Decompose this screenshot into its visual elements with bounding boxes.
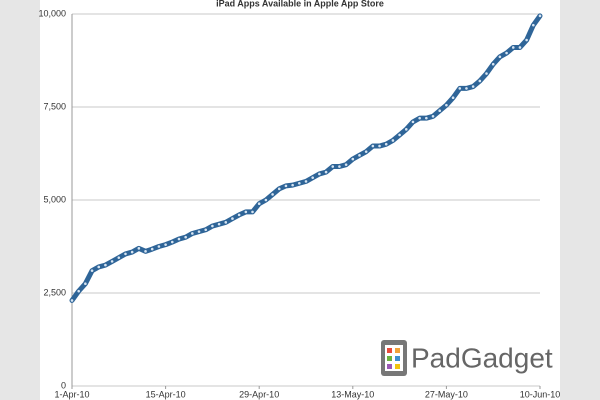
point [318,172,321,176]
point [204,228,208,232]
point [511,46,515,49]
point [411,120,415,124]
point [224,221,228,224]
point [304,180,308,183]
point [391,139,395,142]
point [525,38,528,42]
point [485,72,488,75]
point [384,142,388,146]
x-tick-label: 29-Apr-10 [239,389,279,399]
chart-title: iPad Apps Available in Apple App Store [216,0,384,8]
point [157,245,161,248]
x-tick-label: 13-May-10 [331,389,374,399]
point [84,282,87,286]
point [418,116,421,120]
point [351,157,355,161]
point [331,165,335,168]
x-tick-label: 27-May-10 [425,389,468,399]
point [217,222,221,226]
point [364,150,368,153]
point [451,96,455,99]
point [124,252,127,256]
point [371,144,375,148]
point [458,87,462,90]
y-tick-label: 5,000 [43,194,66,204]
point [150,247,154,251]
point [471,85,475,88]
watermark: PadGadget [411,342,553,373]
x-tick-label: 1-Apr-10 [54,389,89,399]
point [77,289,80,293]
point [130,250,134,254]
point [164,243,167,246]
y-tick-label: 0 [61,380,66,390]
point [338,165,341,168]
point [291,183,294,187]
point [311,176,314,179]
point [237,213,241,217]
y-tick-label: 7,500 [43,101,66,111]
point [284,184,288,188]
point [251,210,254,214]
x-tick-label: 10-Jun-10 [520,389,561,399]
point [491,62,495,66]
point [505,51,508,55]
point [298,181,301,185]
point [197,230,201,233]
y-tick-label: 2,500 [43,287,66,297]
point [231,217,234,220]
point [211,224,214,228]
point [264,198,268,202]
point [425,116,428,120]
point [191,232,194,235]
point [177,237,181,241]
point [184,235,187,239]
point [117,256,121,259]
point [110,260,114,263]
point [137,247,141,250]
point [404,128,408,131]
x-tick-label: 15-Apr-10 [146,389,186,399]
point [431,115,435,118]
point [257,202,261,206]
point [90,269,94,272]
point [144,250,147,253]
point [271,193,274,196]
point [478,79,482,83]
point [70,299,74,302]
point [538,14,542,18]
point [324,170,328,174]
point [465,87,468,90]
point [498,55,502,59]
point [344,163,348,166]
point [518,46,522,49]
point [398,133,401,137]
point [104,263,107,267]
point [438,109,442,113]
point [445,103,448,107]
point [378,144,381,148]
point [532,23,535,27]
point [170,240,174,244]
point [277,187,281,191]
point [358,154,361,157]
logo-icon [381,340,407,376]
point [97,265,101,269]
point [244,210,248,214]
y-tick-label: 10,000 [38,8,66,18]
